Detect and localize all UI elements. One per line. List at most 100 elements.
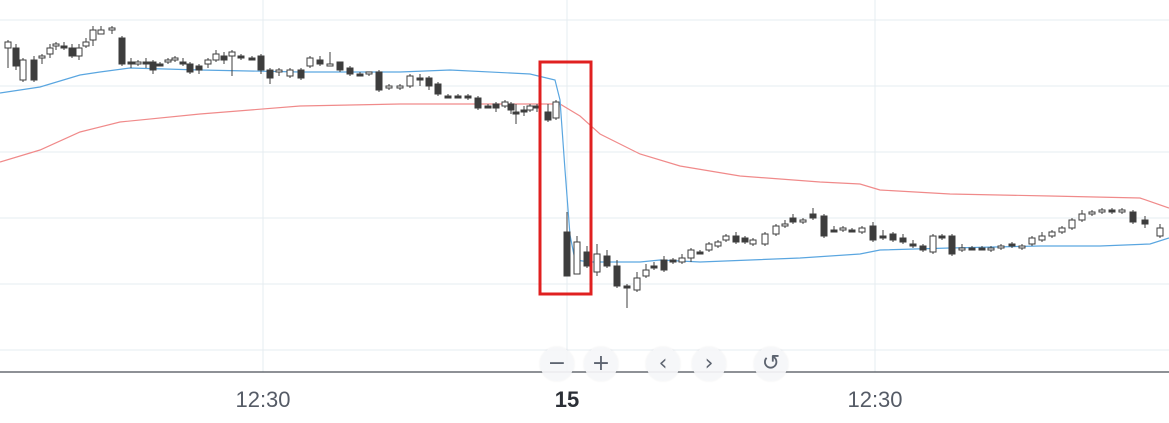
candle-body xyxy=(781,223,789,227)
candle xyxy=(89,26,97,46)
candle-body xyxy=(316,59,324,65)
candle xyxy=(171,56,179,62)
candle xyxy=(60,42,68,50)
candle xyxy=(929,234,937,254)
candle xyxy=(839,226,847,232)
candle xyxy=(118,36,126,66)
candle-body xyxy=(306,57,314,67)
candle xyxy=(316,56,324,66)
candle xyxy=(19,58,27,82)
candle-body xyxy=(142,61,150,65)
candle xyxy=(789,214,797,224)
candle-body xyxy=(346,67,354,75)
candle xyxy=(204,58,212,68)
candle-body xyxy=(297,69,305,79)
red-moving-average-line xyxy=(0,103,1169,209)
candle xyxy=(1118,208,1126,214)
candle-body xyxy=(660,259,668,271)
candle-body xyxy=(909,243,917,247)
candle-body xyxy=(1048,231,1056,237)
candle xyxy=(705,242,713,252)
candle xyxy=(879,230,887,240)
scroll-left-button[interactable]: ‹ xyxy=(646,347,680,381)
candle xyxy=(869,222,877,242)
zoom-out-button[interactable]: − xyxy=(540,347,574,381)
candle-body xyxy=(512,111,520,115)
candle xyxy=(444,94,452,99)
candle xyxy=(1038,232,1046,242)
candle-body xyxy=(687,249,695,259)
x-tick-label: 12:30 xyxy=(235,387,290,412)
candle-body xyxy=(623,285,631,289)
candle-body xyxy=(118,37,126,65)
candle-body xyxy=(156,63,164,67)
candle-body xyxy=(60,45,68,49)
blue-line-path xyxy=(0,67,1169,263)
candle xyxy=(396,84,404,90)
candle-body xyxy=(642,269,650,277)
zoom-in-button[interactable]: + xyxy=(584,347,618,381)
candle-body xyxy=(171,57,179,61)
candle xyxy=(1058,226,1066,234)
candle xyxy=(220,52,228,64)
candle xyxy=(958,244,966,252)
candle xyxy=(38,54,46,64)
candle-body xyxy=(899,237,907,243)
candle-body xyxy=(82,41,90,47)
candle xyxy=(997,244,1005,250)
candle xyxy=(1068,218,1076,230)
candle-body xyxy=(958,247,966,251)
candle-body xyxy=(12,47,20,67)
candle xyxy=(987,246,995,252)
candle xyxy=(633,272,641,292)
candle xyxy=(52,42,60,50)
candle-body xyxy=(809,213,817,219)
candle xyxy=(1098,208,1106,214)
candle-body xyxy=(257,55,265,71)
candle-body xyxy=(1038,235,1046,241)
candle xyxy=(552,100,560,120)
candle-body xyxy=(968,247,976,251)
candle xyxy=(385,84,393,90)
candle-body xyxy=(186,63,194,73)
candle xyxy=(772,224,780,236)
candle xyxy=(306,56,314,68)
candle-body xyxy=(38,55,46,59)
candle xyxy=(714,240,722,248)
candle xyxy=(669,258,677,264)
candle-body xyxy=(714,241,722,247)
candle-body xyxy=(444,95,452,99)
candle xyxy=(1028,236,1036,246)
candle-body xyxy=(507,103,515,111)
candle-body xyxy=(425,77,433,87)
candle-body xyxy=(1028,237,1036,245)
candle xyxy=(741,236,749,244)
candle-body xyxy=(75,47,83,57)
candle xyxy=(97,26,105,35)
candle-body xyxy=(848,229,856,233)
candle xyxy=(156,62,164,67)
candle-body xyxy=(501,101,509,107)
candle-body xyxy=(696,251,704,255)
scroll-right-button[interactable]: › xyxy=(692,347,726,381)
candle-body xyxy=(650,265,658,269)
candle-body xyxy=(799,219,807,223)
candle xyxy=(326,52,334,67)
candle-body xyxy=(266,69,274,79)
candle xyxy=(4,40,12,68)
candle-body xyxy=(474,97,482,109)
candle xyxy=(573,236,581,275)
candle-body xyxy=(613,265,621,287)
candle-body xyxy=(212,53,220,61)
candle-body xyxy=(563,231,571,277)
candle xyxy=(919,244,927,252)
candle-body xyxy=(1008,243,1016,247)
candle xyxy=(544,104,552,122)
candle-body xyxy=(89,29,97,41)
candle-body xyxy=(583,251,591,267)
candle xyxy=(512,104,520,124)
reset-view-button[interactable]: ↺ xyxy=(754,347,788,381)
candle xyxy=(375,70,383,92)
candle-body xyxy=(1068,219,1076,229)
candle-body xyxy=(416,77,424,81)
